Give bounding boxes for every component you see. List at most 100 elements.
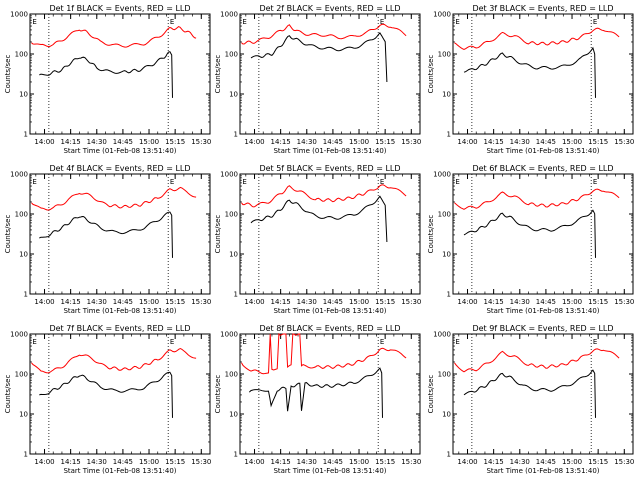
y-tick-label: 1000: [10, 11, 28, 19]
plot-frame: [452, 173, 634, 295]
y-tick-label: 1000: [433, 171, 451, 179]
chart-title: Det 1f BLACK = Events, RED = LLD: [49, 4, 190, 13]
y-axis-label: Counts/sec: [214, 215, 222, 254]
x-tick-label: 15:00: [349, 458, 369, 466]
x-tick-label: 15:00: [139, 138, 159, 146]
x-tick-label: 15:15: [375, 138, 395, 146]
e-marker-label: E: [380, 338, 384, 346]
x-tick-label: 15:00: [562, 138, 582, 146]
x-tick-label: 14:45: [536, 138, 556, 146]
x-tick-label: 14:15: [484, 298, 504, 306]
chart-panel: Det 2f BLACK = Events, RED = LLD 1 10 100 10…: [214, 4, 421, 155]
chart-panel: Det 9f BLACK = Events, RED = LLD 1 10 100 10…: [427, 324, 634, 475]
plot-frame: [239, 173, 421, 295]
x-tick-label: 14:00: [34, 458, 54, 466]
y-tick-label: 10: [442, 91, 451, 99]
y-tick-label: 1000: [220, 331, 238, 339]
x-tick-label: 15:15: [375, 298, 395, 306]
e-marker-label: E: [170, 18, 174, 26]
e-marker-label: E: [242, 178, 246, 186]
y-tick-label: 10: [229, 91, 238, 99]
e-marker-label: E: [32, 338, 36, 346]
x-axis-label: Start Time (01-Feb-08 13:51:40): [63, 307, 176, 315]
x-tick-label: 15:15: [165, 458, 185, 466]
y-axis-label: Counts/sec: [427, 215, 435, 254]
lld-series-line: [31, 347, 197, 374]
e-marker-label: E: [242, 338, 246, 346]
x-tick-label: 15:30: [614, 298, 634, 306]
x-tick-label: 15:00: [562, 298, 582, 306]
events-series-line: [463, 369, 596, 418]
chart-title: Det 8f BLACK = Events, RED = LLD: [259, 324, 400, 333]
chart-panel: Det 8f BLACK = Events, RED = LLD 1 10 100 10…: [214, 324, 421, 475]
x-tick-label: 14:00: [34, 298, 54, 306]
e-marker-label: E: [170, 338, 174, 346]
x-tick-label: 14:45: [536, 458, 556, 466]
events-series-line: [39, 51, 173, 98]
x-tick-label: 14:30: [297, 458, 317, 466]
x-tick-label: 15:15: [165, 298, 185, 306]
x-tick-label: 14:15: [271, 298, 291, 306]
chart-panel: Det 1f BLACK = Events, RED = LLD 1 10 100 10…: [4, 4, 211, 155]
e-marker-label: E: [593, 178, 597, 186]
events-series-line: [39, 211, 173, 258]
chart-title: Det 6f BLACK = Events, RED = LLD: [472, 164, 613, 173]
plot-frame: [29, 13, 211, 135]
y-tick-label: 100: [438, 371, 451, 379]
x-tick-label: 15:30: [191, 298, 211, 306]
chart-title: Det 5f BLACK = Events, RED = LLD: [259, 164, 400, 173]
x-tick-label: 15:30: [401, 138, 421, 146]
y-tick-label: 1000: [433, 331, 451, 339]
events-series-line: [248, 367, 383, 418]
x-axis-label: Start Time (01-Feb-08 13:51:40): [486, 147, 599, 155]
chart-title: Det 3f BLACK = Events, RED = LLD: [472, 4, 613, 13]
x-tick-label: 14:15: [484, 458, 504, 466]
x-tick-label: 14:00: [457, 298, 477, 306]
plot-frame: [452, 13, 634, 135]
chart-panel: Det 4f BLACK = Events, RED = LLD 1 10 100 10…: [4, 164, 211, 315]
chart-title: Det 2f BLACK = Events, RED = LLD: [259, 4, 400, 13]
x-tick-label: 15:00: [139, 298, 159, 306]
lld-series-line: [241, 332, 407, 375]
y-tick-label: 100: [438, 211, 451, 219]
y-tick-label: 1: [447, 131, 451, 139]
x-axis-label: Start Time (01-Feb-08 13:51:40): [273, 307, 386, 315]
x-tick-label: 14:15: [61, 458, 81, 466]
x-tick-label: 14:45: [113, 458, 133, 466]
x-tick-label: 14:30: [510, 458, 530, 466]
chart-panel: Det 5f BLACK = Events, RED = LLD 1 10 100 10…: [214, 164, 421, 315]
x-tick-label: 15:00: [349, 138, 369, 146]
x-tick-label: 14:45: [323, 138, 343, 146]
x-tick-label: 14:15: [271, 138, 291, 146]
x-tick-label: 15:00: [349, 298, 369, 306]
x-tick-label: 15:30: [614, 138, 634, 146]
lld-series-line: [31, 186, 197, 211]
events-series-line: [463, 209, 596, 258]
y-tick-label: 1: [447, 451, 451, 459]
y-axis-label: Counts/sec: [214, 375, 222, 414]
y-tick-label: 10: [19, 91, 28, 99]
y-tick-label: 1000: [220, 171, 238, 179]
x-tick-label: 15:15: [588, 458, 608, 466]
x-axis-label: Start Time (01-Feb-08 13:51:40): [273, 147, 386, 155]
x-tick-label: 15:30: [401, 298, 421, 306]
x-tick-label: 15:30: [614, 458, 634, 466]
x-tick-label: 15:30: [191, 458, 211, 466]
x-tick-label: 15:15: [588, 138, 608, 146]
e-marker-label: E: [380, 178, 384, 186]
x-tick-label: 15:15: [588, 298, 608, 306]
plot-frame: [29, 173, 211, 295]
x-tick-label: 14:45: [113, 138, 133, 146]
x-tick-label: 14:00: [244, 458, 264, 466]
y-tick-label: 10: [229, 411, 238, 419]
x-tick-label: 15:30: [191, 138, 211, 146]
plot-frame: [239, 333, 421, 455]
y-tick-label: 1: [24, 451, 28, 459]
events-series-line: [250, 32, 388, 83]
x-tick-label: 15:00: [562, 458, 582, 466]
x-tick-label: 14:15: [61, 298, 81, 306]
lld-series-line: [454, 188, 620, 210]
y-tick-label: 1: [234, 131, 238, 139]
y-tick-label: 1000: [10, 331, 28, 339]
plot-frame: [452, 333, 634, 455]
